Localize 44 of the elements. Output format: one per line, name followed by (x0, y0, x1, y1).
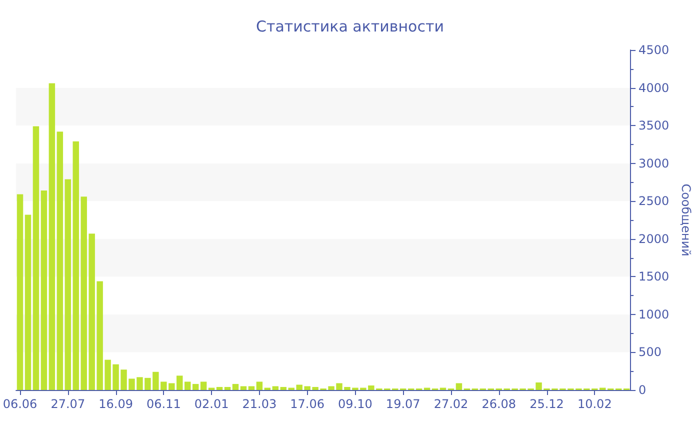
y-tick-label: 2500 (638, 194, 670, 208)
bar (40, 190, 48, 390)
bar (192, 384, 199, 390)
bar (456, 383, 462, 390)
x-tick-label: 25.12 (530, 397, 564, 411)
bar (184, 382, 191, 390)
bar (280, 386, 286, 390)
y-tick-label: 2000 (638, 232, 670, 246)
y-tick-label: 0 (638, 383, 646, 397)
x-tick-label: 27.02 (434, 397, 468, 411)
x-tick-label: 26.08 (482, 397, 516, 411)
y-tick-label: 4500 (638, 43, 670, 57)
y-tick-label: 1500 (638, 270, 670, 284)
bar (232, 384, 239, 390)
x-tick-label: 02.01 (194, 397, 229, 411)
y-tick-label: 500 (638, 345, 662, 360)
x-tick-label: 21.03 (242, 397, 277, 411)
x-tick-label: 06.06 (2, 397, 38, 411)
y-axis-title: Сообщений (679, 184, 693, 256)
bar (48, 83, 56, 390)
bar (56, 132, 64, 390)
y-tick-label: 4000 (638, 80, 670, 95)
bar (248, 386, 255, 390)
bar (32, 126, 40, 390)
x-tick-label: 17.06 (290, 397, 325, 411)
bar (224, 386, 231, 390)
chart-title: Статистика активности (256, 18, 444, 36)
y-tick-label: 3500 (638, 118, 670, 133)
y-tick-label: 3000 (638, 156, 670, 170)
x-tick-label: 10.02 (577, 397, 612, 411)
bar (256, 382, 263, 390)
x-tick-label: 19.07 (386, 397, 420, 411)
bar (64, 179, 72, 390)
y-tick-label: 1000 (638, 307, 670, 322)
bar (16, 194, 24, 390)
bar (272, 386, 279, 390)
bar (24, 214, 32, 390)
bar (240, 386, 247, 390)
bar (200, 382, 207, 390)
x-tick-label: 16.09 (98, 397, 133, 411)
x-tick-label: 06.11 (146, 397, 181, 411)
x-tick-label: 27.07 (50, 397, 86, 411)
bar (216, 386, 223, 390)
x-tick-label: 09.10 (338, 397, 372, 411)
